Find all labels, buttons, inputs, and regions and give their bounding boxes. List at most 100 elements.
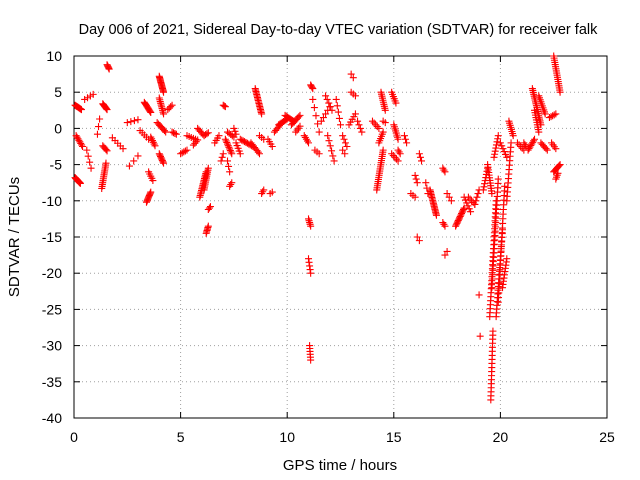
y-tick-label: -15 <box>42 229 62 245</box>
data-point <box>134 116 142 124</box>
data-point <box>332 95 340 103</box>
data-point <box>150 140 158 148</box>
data-point <box>389 152 397 160</box>
data-point <box>423 184 431 192</box>
data-point <box>440 220 448 228</box>
data-point <box>509 132 517 140</box>
data-point <box>492 144 500 152</box>
data-point <box>255 150 263 158</box>
data-point <box>159 158 167 166</box>
data-point <box>460 205 467 213</box>
data-point <box>354 117 362 125</box>
data-point <box>123 119 131 127</box>
data-point <box>447 197 455 205</box>
data-point <box>441 168 449 176</box>
data-point <box>102 159 110 167</box>
data-point <box>334 108 342 116</box>
data-point <box>489 327 497 335</box>
data-point <box>335 114 343 122</box>
data-point <box>103 106 111 114</box>
y-axis-label: SDTVAR / TECUs <box>6 177 23 297</box>
data-point <box>370 119 378 127</box>
data-point <box>224 142 232 150</box>
data-point <box>268 188 276 196</box>
data-point <box>84 152 92 160</box>
plot-frame <box>73 55 608 419</box>
data-point <box>490 153 498 161</box>
data-point <box>218 153 226 161</box>
data-point <box>307 269 315 277</box>
data-point <box>554 169 562 177</box>
data-point <box>535 128 543 136</box>
data-point <box>103 147 111 155</box>
data-point <box>328 147 336 155</box>
data-point <box>396 150 404 158</box>
data-point <box>555 162 563 170</box>
data-point <box>160 159 168 167</box>
data-point <box>221 103 229 111</box>
data-point <box>119 145 127 153</box>
data-point <box>340 135 348 143</box>
data-point <box>413 179 421 187</box>
data-point <box>228 132 236 140</box>
data-point <box>226 168 234 176</box>
data-point <box>471 200 479 208</box>
data-point <box>149 177 157 185</box>
data-point <box>339 146 347 154</box>
data-point <box>463 199 471 207</box>
data-point <box>86 158 94 166</box>
data-point <box>373 123 381 131</box>
data-point <box>556 161 564 169</box>
data-point <box>440 166 448 174</box>
data-point <box>219 150 227 158</box>
data-point <box>315 128 323 136</box>
data-point <box>411 171 419 179</box>
data-point <box>162 128 170 136</box>
data-point <box>441 222 449 230</box>
y-tick-label: 5 <box>54 84 62 100</box>
x-tick-label: 10 <box>279 429 295 445</box>
x-tick-label: 25 <box>599 429 615 445</box>
data-point <box>328 106 336 114</box>
data-point <box>204 164 212 172</box>
data-point <box>89 90 97 98</box>
data-point <box>476 332 484 340</box>
data-point <box>204 222 212 230</box>
data-point <box>395 148 403 156</box>
data-point <box>500 148 508 156</box>
data-point <box>204 129 212 137</box>
data-point <box>308 83 316 91</box>
data-point <box>130 157 138 165</box>
data-point <box>418 157 426 165</box>
data-point <box>125 162 133 170</box>
data-point <box>412 175 420 183</box>
data-point <box>309 95 317 103</box>
data-point <box>550 111 558 119</box>
data-point <box>147 133 155 141</box>
data-point <box>172 130 180 138</box>
data-point <box>310 104 318 112</box>
data-point <box>78 141 86 149</box>
data-point <box>105 65 113 73</box>
data-point <box>203 130 211 138</box>
data-point <box>147 108 155 116</box>
data-point <box>372 121 380 129</box>
data-point <box>343 143 351 150</box>
data-point <box>206 203 214 211</box>
data-point <box>326 103 334 111</box>
data-point <box>205 204 213 212</box>
data-point <box>330 157 338 165</box>
data-point <box>441 251 449 259</box>
data-point <box>254 148 262 156</box>
data-point <box>379 128 387 136</box>
data-point <box>215 132 223 140</box>
data-point <box>127 118 135 126</box>
data-point <box>494 175 502 183</box>
data-point <box>499 145 507 153</box>
data-point <box>259 188 267 196</box>
data-point <box>231 127 239 135</box>
data-point <box>227 181 235 189</box>
data-point <box>317 117 325 125</box>
data-point <box>403 139 411 147</box>
